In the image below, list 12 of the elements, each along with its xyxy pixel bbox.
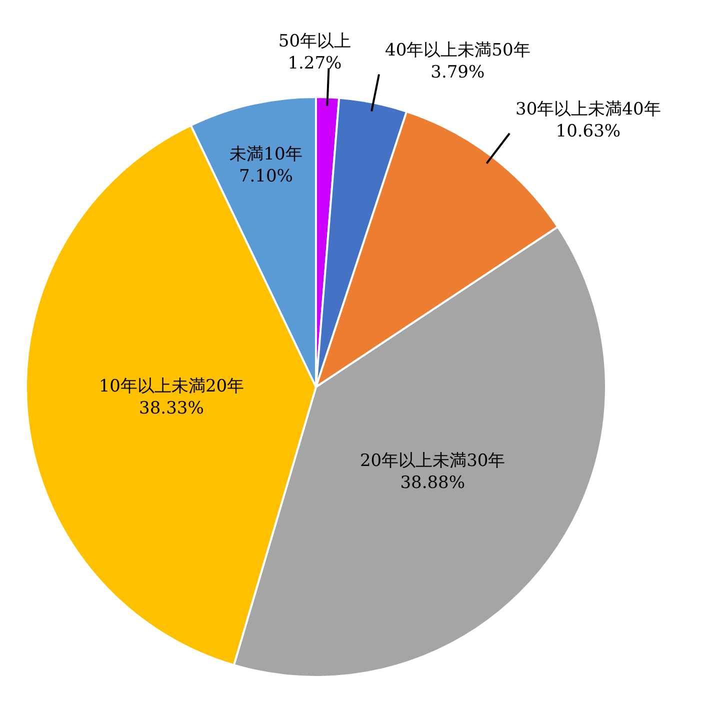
data-label: 38.33% (139, 398, 204, 419)
slice-label: 40年以上未満50年 (385, 40, 530, 61)
data-label: 1.27% (288, 54, 342, 74)
data-label: 10.63% (556, 122, 621, 142)
slice-label: 10年以上未満20年 (98, 376, 244, 397)
slice-label: 未満10年 (230, 144, 302, 165)
data-label: 7.10% (238, 166, 293, 187)
data-label: 38.88% (400, 474, 466, 494)
slice-label: 20年以上未満30年 (360, 452, 506, 472)
slice-label: 30年以上未満40年 (516, 100, 661, 120)
data-label: 3.79% (430, 62, 485, 83)
slice-label: 50年以上 (278, 32, 352, 52)
